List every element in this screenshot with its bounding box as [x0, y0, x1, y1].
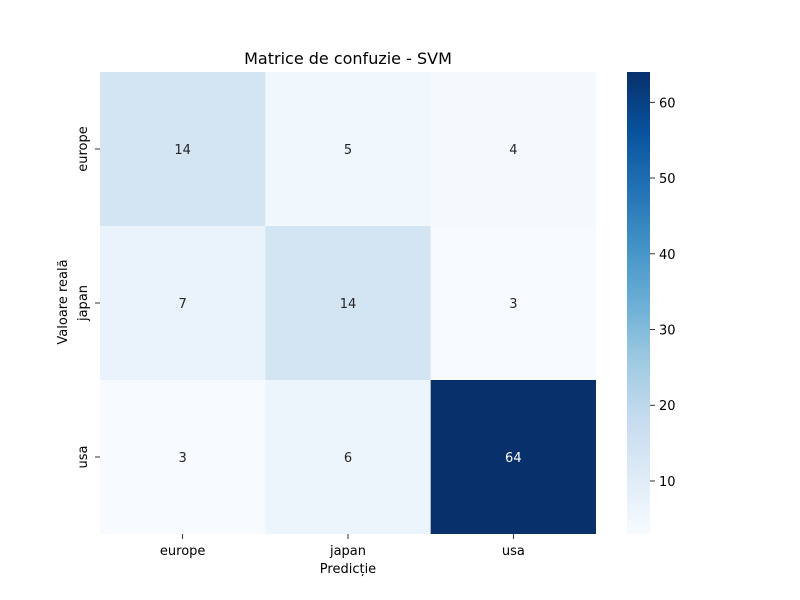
heatmap-cell [265, 380, 431, 534]
x-axis: europe japan usa [160, 534, 525, 559]
heatmap-cell [265, 72, 431, 226]
y-axis-label: Valoare reală [56, 259, 71, 344]
heatmap-cell [430, 226, 596, 380]
cell-value-label: 3 [509, 297, 517, 312]
x-tick-label: usa [502, 544, 525, 559]
colorbar-tick-label: 20 [659, 399, 676, 414]
cell-value-label: 14 [174, 143, 191, 158]
cell-value-label: 5 [344, 143, 352, 158]
cell-value-label: 64 [505, 451, 522, 466]
cell-value-label: 7 [179, 297, 187, 312]
cell-value-label: 6 [344, 451, 352, 466]
x-tick-label: europe [160, 544, 206, 559]
y-axis: europe japan usa [76, 126, 100, 468]
y-tick-label: usa [76, 446, 91, 469]
colorbar-tick-label: 40 [659, 248, 676, 263]
colorbar: 10 20 30 40 50 60 [627, 72, 676, 534]
y-tick-label: europe [76, 126, 91, 172]
x-axis-label: Predicție [320, 562, 376, 577]
cell-value-label: 14 [340, 297, 357, 312]
cell-value-label: 3 [179, 451, 187, 466]
colorbar-tick-label: 10 [659, 475, 676, 490]
heatmap-cell [265, 226, 431, 380]
chart-title: Matrice de confuzie - SVM [244, 49, 452, 68]
colorbar-gradient [627, 72, 650, 534]
x-tick-label: japan [329, 544, 366, 559]
cell-value-label: 4 [509, 143, 517, 158]
y-tick-label: japan [76, 285, 91, 322]
colorbar-tick-label: 60 [659, 96, 676, 111]
heatmap-cell [430, 380, 596, 534]
heatmap-cell [100, 72, 266, 226]
colorbar-tick-label: 30 [659, 324, 676, 339]
heatmap-cell [100, 380, 266, 534]
colorbar-tick-label: 50 [659, 172, 676, 187]
heatmap-cell [100, 226, 266, 380]
colorbar-ticks: 10 20 30 40 50 60 [650, 96, 676, 490]
heatmap-cells: 14 5 4 7 14 3 3 6 64 [100, 72, 596, 534]
heatmap-cell [430, 72, 596, 226]
